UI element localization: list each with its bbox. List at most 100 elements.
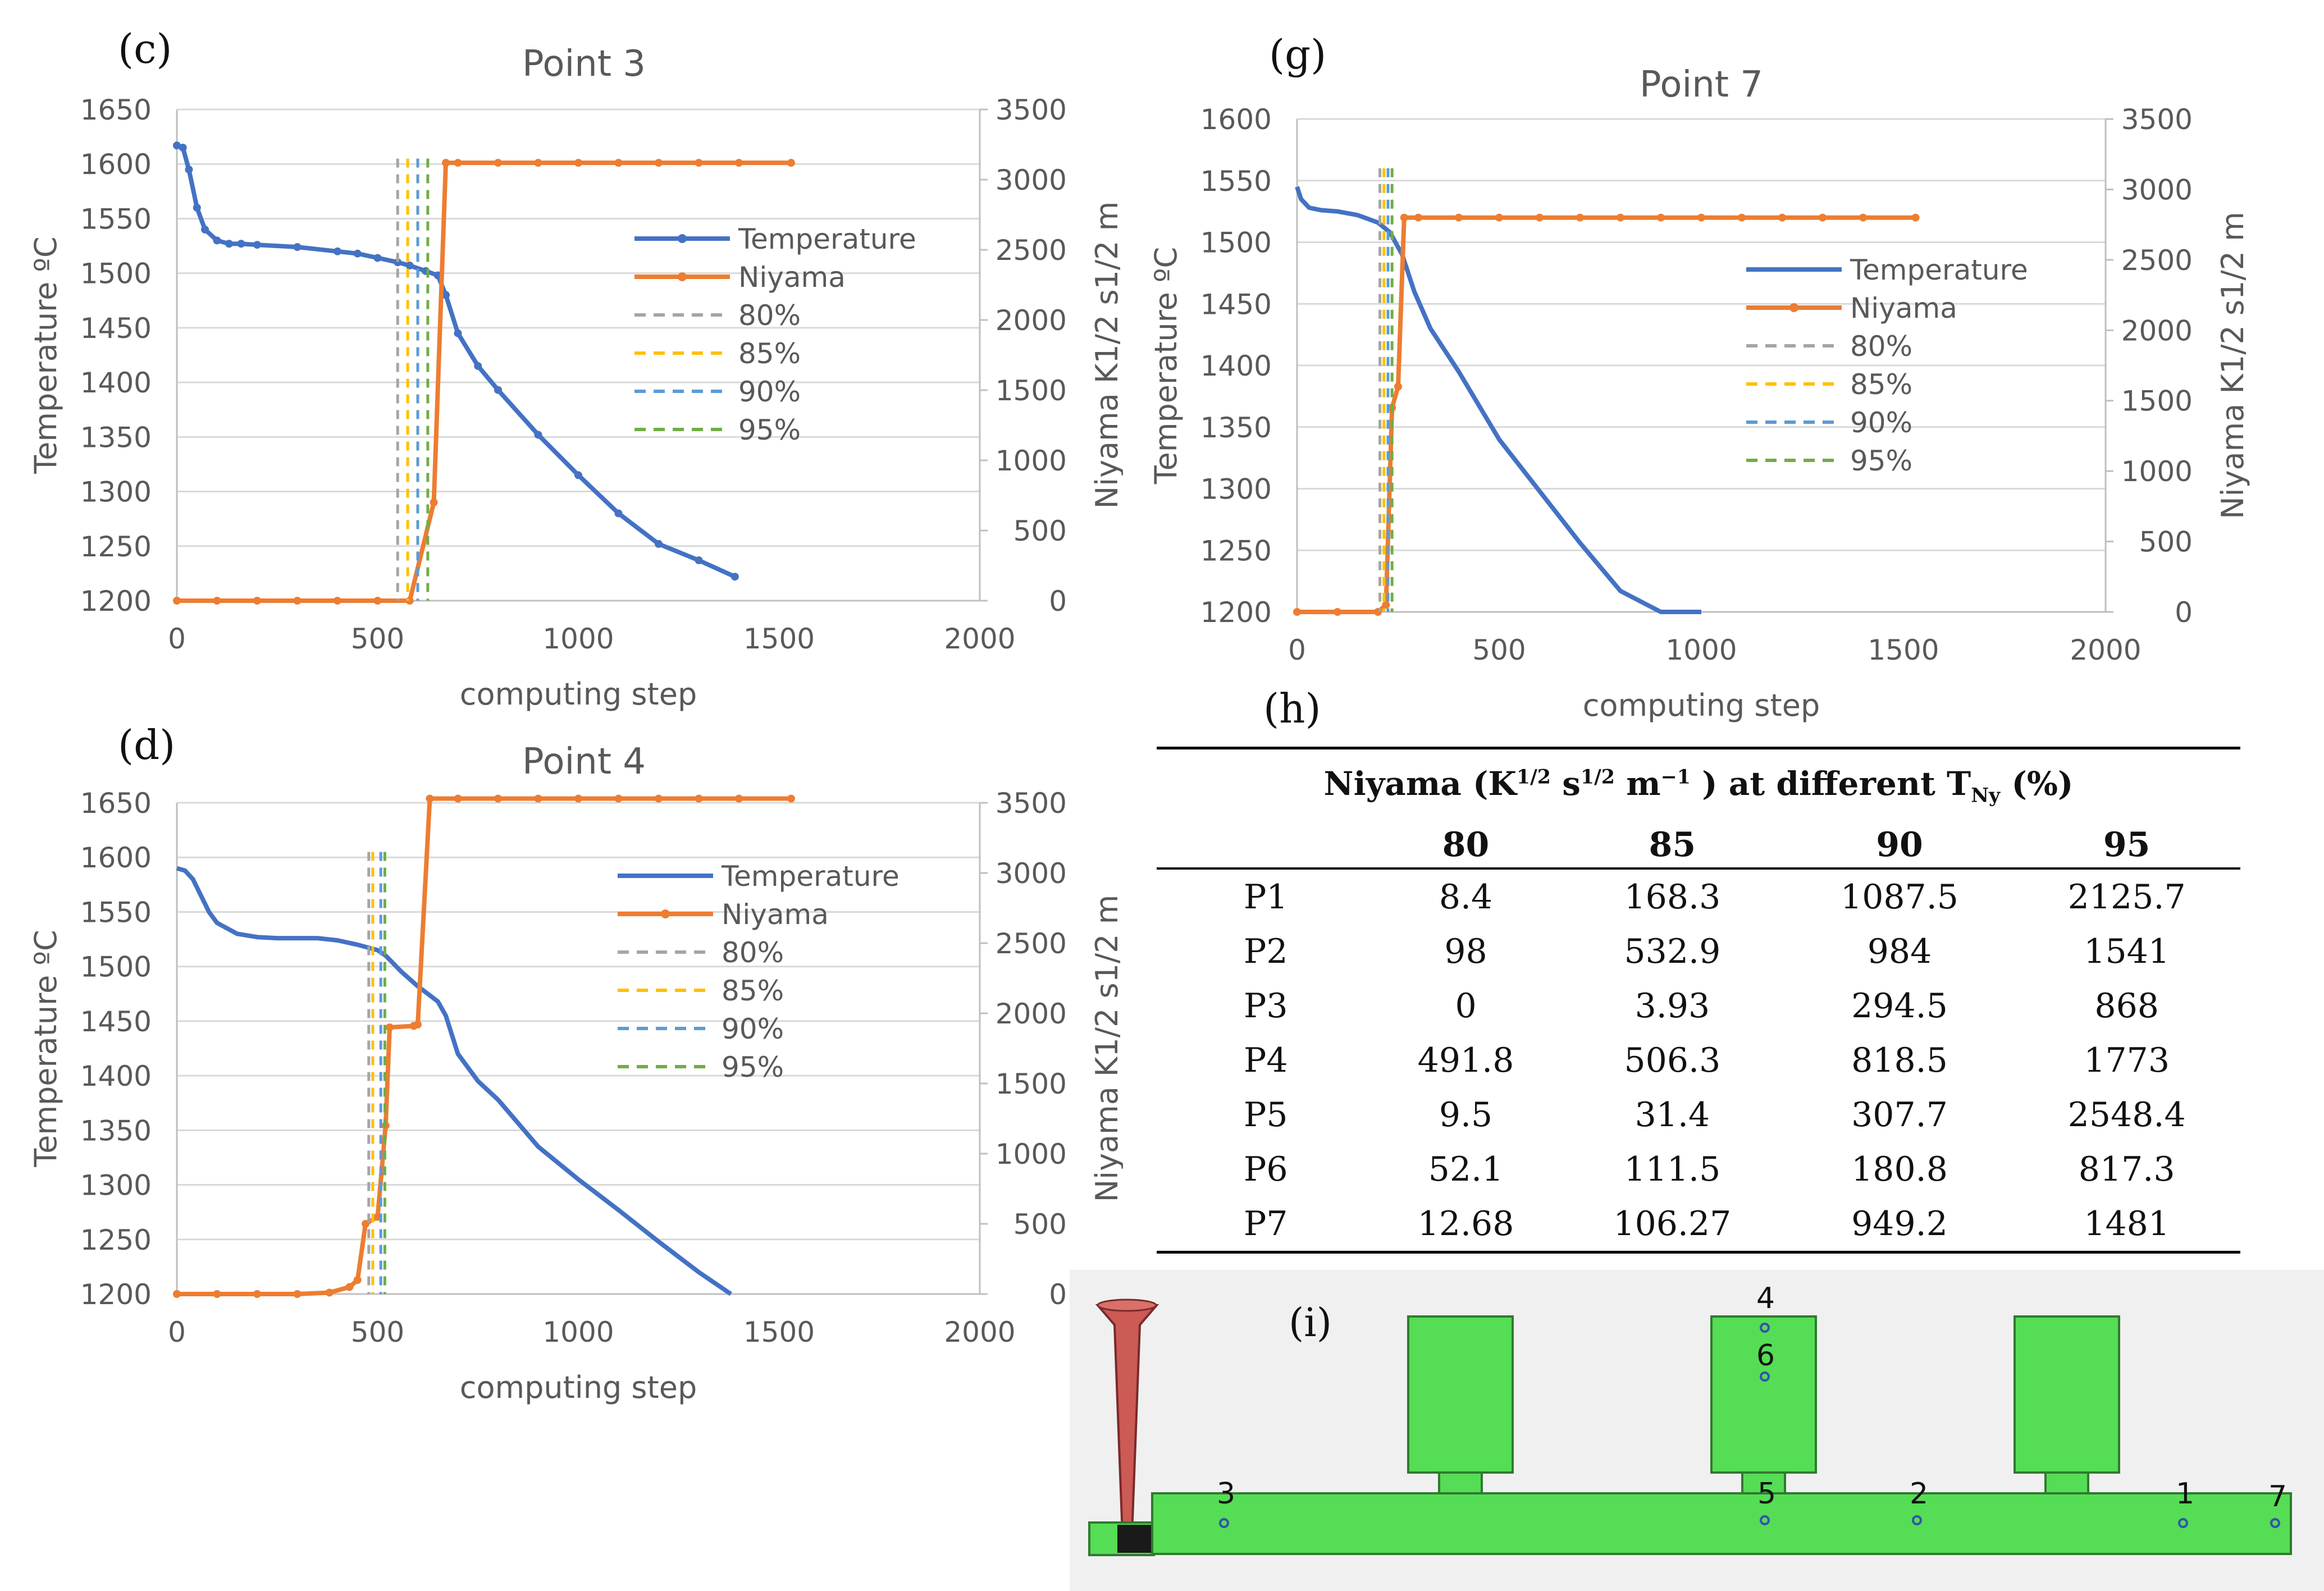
row-label: P5 (1244, 1095, 1288, 1135)
probe-point-6: 6 (1756, 1339, 1775, 1382)
x-tick-label: 1500 (743, 1316, 815, 1348)
data-point (614, 509, 623, 518)
probe-point-4: 4 (1756, 1282, 1775, 1333)
y-tick-label: 1550 (80, 203, 152, 235)
data-point (614, 159, 623, 167)
table-row: P5 9.5 31.4 307.7 2548.4 (1157, 1087, 2240, 1142)
probe-point-2: 2 (1910, 1477, 1928, 1525)
data-point (1778, 213, 1786, 222)
row-label: P6 (1244, 1149, 1288, 1189)
data-point (373, 254, 382, 262)
data-point (1617, 213, 1624, 222)
data-point (655, 159, 663, 167)
legend-item: 95% (618, 1051, 784, 1083)
table-cell: 532.9 (1624, 931, 1721, 971)
x-tick-label: 2000 (2070, 634, 2141, 666)
riser-2-neck (1741, 1471, 1786, 1494)
table-cell: 491.8 (1417, 1040, 1514, 1080)
data-point (454, 329, 462, 337)
legend-item: 90% (618, 1013, 784, 1045)
riser-1 (1407, 1315, 1514, 1474)
data-point (353, 249, 362, 258)
data-point (1334, 608, 1341, 616)
data-point (1400, 213, 1408, 222)
y-tick-label: 1350 (80, 421, 152, 454)
x-axis-title: computing step (460, 1370, 697, 1405)
chart-point-7: 1200 1250 1300 1350 1400 1450 1500 1550 1600 0 500… (1148, 64, 2250, 723)
data-point (213, 597, 221, 605)
data-point (1738, 213, 1746, 222)
probe-label: 6 (1756, 1339, 1775, 1373)
data-point (1576, 213, 1584, 222)
y-tick-label: 1200 (80, 585, 152, 618)
data-point (430, 499, 438, 506)
table-cell: 0 (1455, 986, 1477, 1026)
data-point (173, 597, 181, 605)
row-label: P2 (1244, 931, 1288, 971)
chart-title: Point 7 (1640, 64, 1763, 106)
table-cell: 9.5 (1439, 1095, 1493, 1135)
data-point (325, 1288, 334, 1297)
data-point (394, 258, 402, 267)
y-tick-label: 1350 (80, 1114, 152, 1147)
data-point (534, 794, 542, 803)
data-point (442, 291, 450, 299)
x-tick-label: 0 (1288, 634, 1306, 666)
data-point (201, 225, 209, 234)
x-tick-label: 500 (351, 1316, 404, 1348)
x-tick-label: 0 (168, 1316, 186, 1348)
series-line-temperature (1295, 186, 1701, 614)
legend-item: Niyama (634, 261, 846, 294)
probe-label: 2 (1910, 1477, 1928, 1511)
data-point (185, 165, 193, 173)
data-point (345, 1283, 354, 1291)
legend-item: 80% (634, 299, 801, 332)
x-tick-label: 500 (1472, 634, 1526, 666)
legend-label: 85% (738, 337, 801, 370)
legend-item: Temperature (618, 860, 900, 893)
x-tick-label: 2000 (944, 623, 1015, 655)
row-label: P7 (1157, 1196, 1373, 1254)
data-point (735, 159, 743, 167)
y2-tick-label: 3500 (996, 787, 1067, 820)
y2-tick-label: 3500 (2121, 103, 2193, 136)
probe-label: 1 (2176, 1477, 2194, 1511)
probe-label: 7 (2268, 1480, 2287, 1514)
table-cell: 307.7 (1851, 1095, 1948, 1135)
table-header-cell: 85 (1559, 822, 1786, 870)
y2-tick-label: 1000 (2121, 455, 2193, 488)
table-cell: 818.5 (1851, 1040, 1948, 1080)
y2-axis-title: Niyama K1/2 s1/2 m (2215, 212, 2250, 519)
table-cell: 52.1 (1428, 1149, 1504, 1189)
data-point (787, 794, 795, 803)
y2-tick-label: 0 (1049, 585, 1067, 618)
probe-label: 3 (1217, 1477, 1235, 1511)
data-point (353, 1276, 362, 1284)
x-axis-title: computing step (460, 676, 697, 712)
y2-tick-label: 1500 (996, 374, 1067, 407)
legend-label: 95% (738, 414, 801, 446)
chart-point-3: 1200 1250 1300 1350 1400 1450 1500 1550 1600 1650… (28, 43, 1123, 712)
row-label: P3 (1244, 986, 1288, 1026)
probe-point-5: 5 (1757, 1477, 1776, 1525)
y2-tick-label: 2000 (2121, 314, 2193, 347)
legend-label: 85% (722, 975, 784, 1007)
data-point (1293, 608, 1301, 616)
series-line-niyama (1297, 215, 1916, 614)
table-cell: 1541 (2084, 931, 2170, 971)
y-axis-title: Temperature ºC (28, 930, 63, 1167)
row-label: P4 (1244, 1040, 1288, 1080)
data-point (225, 240, 233, 248)
table-cell: 106.27 (1559, 1196, 1786, 1254)
data-point (334, 597, 341, 605)
table-cell: 984 (1867, 931, 1932, 971)
y-tick-label: 1650 (80, 94, 152, 126)
y2-tick-label: 0 (1049, 1278, 1067, 1311)
legend-label: Temperature (1850, 254, 2028, 286)
x-tick-label: 1000 (542, 623, 614, 655)
table-cell: 949.2 (1786, 1196, 2013, 1254)
x-tick-label: 1000 (542, 1316, 614, 1348)
panel-label-h: (h) (1263, 685, 1321, 732)
table-cell: 506.3 (1624, 1040, 1721, 1080)
x-tick-label: 500 (351, 623, 404, 655)
